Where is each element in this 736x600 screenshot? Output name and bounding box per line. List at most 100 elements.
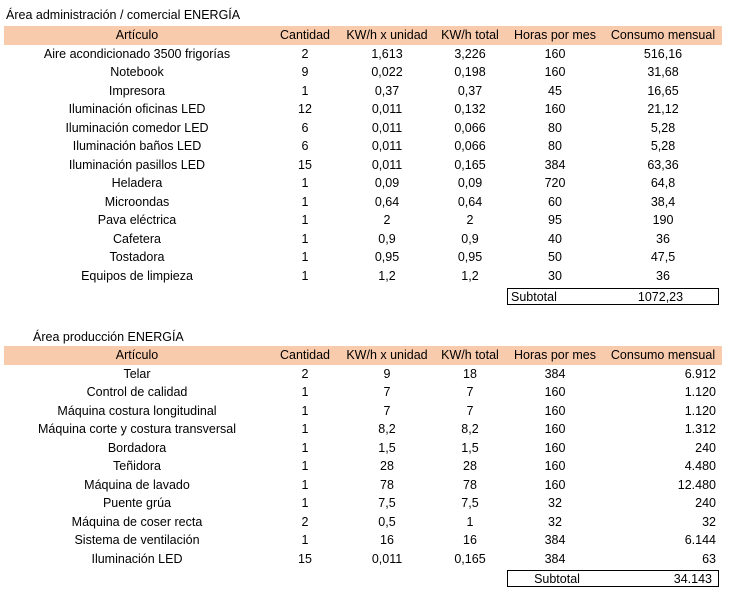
cell-horas-mes: 160	[544, 477, 566, 492]
table-row: Iluminación pasillos LED 15 0,011 0,165 384 6…	[4, 156, 722, 175]
cell-kwh-total: 0,37	[457, 83, 483, 98]
header-kwh-unidad: KW/h x unidad	[340, 346, 434, 365]
cell-kwh-total: 7,5	[461, 496, 479, 510]
cell-articulo: Iluminación comedor LED	[65, 120, 209, 135]
subtotal-admin: Subtotal 1072,23	[507, 288, 719, 305]
cell-cantidad: 2	[301, 366, 309, 381]
section-title-admin: Área administración / comercial ENERGÍA	[6, 8, 241, 22]
table-row: Iluminación baños LED 6 0,011 0,066 80 5,28	[4, 137, 722, 156]
cell-cantidad: 1	[301, 268, 309, 283]
cell-kwh-total: 0,165	[454, 551, 486, 566]
cell-consumo-mensual: 16,65	[647, 83, 679, 98]
cell-kwh-total: 0,066	[454, 139, 486, 153]
table-row: Heladera 1 0,09 0,09 720 64,8	[4, 174, 722, 193]
table-row: Tostadora 1 0,95 0,95 50 47,5	[4, 248, 722, 267]
cell-horas-mes: 45	[548, 83, 562, 98]
header-consumo-mensual: Consumo mensual	[604, 346, 722, 365]
cell-consumo-mensual: 190	[652, 213, 674, 227]
header-consumo-mensual: Consumo mensual	[604, 26, 722, 45]
cell-kwh-total: 1,2	[461, 268, 479, 283]
cell-cantidad: 1	[301, 194, 309, 209]
cell-kwh-unidad: 0,09	[374, 176, 400, 190]
cell-kwh-total: 16	[463, 533, 477, 547]
cell-horas-mes: 32	[548, 496, 562, 510]
cell-articulo: Control de calidad	[86, 385, 188, 399]
cell-articulo: Equipos de limpieza	[81, 268, 193, 283]
cell-kwh-unidad: 9	[383, 366, 391, 381]
cell-consumo-mensual: 21,12	[647, 102, 679, 116]
cell-articulo: Microondas	[104, 194, 170, 209]
cell-horas-mes: 60	[548, 194, 562, 209]
cell-kwh-unidad: 0,64	[374, 194, 400, 209]
cell-consumo-mensual: 240	[695, 440, 716, 455]
cell-horas-mes: 80	[548, 120, 562, 135]
cell-horas-mes: 720	[544, 176, 566, 190]
cell-kwh-total: 2	[466, 213, 474, 227]
cell-kwh-unidad: 78	[380, 477, 394, 492]
cell-horas-mes: 160	[544, 65, 566, 79]
cell-cantidad: 1	[301, 440, 309, 455]
cell-kwh-unidad: 7	[383, 403, 391, 418]
cell-consumo-mensual: 240	[695, 496, 716, 510]
header-cantidad: Cantidad	[270, 26, 340, 45]
header-kwh-total: KW/h total	[434, 26, 506, 45]
table-row: Iluminación comedor LED 6 0,011 0,066 80 5,28	[4, 119, 722, 138]
cell-horas-mes: 384	[544, 366, 566, 381]
cell-consumo-mensual: 32	[702, 514, 716, 529]
table-row: Iluminación LED 15 0,011 0,165 384 63	[4, 550, 722, 569]
cell-kwh-unidad: 7,5	[378, 496, 396, 510]
cell-consumo-mensual: 4.480	[684, 459, 716, 473]
cell-consumo-mensual: 516,16	[643, 46, 683, 61]
subtotal-produccion: Subtotal 34.143	[507, 570, 719, 587]
cell-cantidad: 1	[301, 403, 309, 418]
cell-consumo-mensual: 6.912	[684, 366, 716, 381]
cell-articulo: Sistema de ventilación	[74, 533, 200, 547]
cell-horas-mes: 160	[544, 422, 566, 436]
cell-cantidad: 6	[301, 120, 309, 135]
cell-articulo: Tostadora	[109, 250, 165, 264]
table-row: Cafetera 1 0,9 0,9 40 36	[4, 230, 722, 249]
cell-cantidad: 1	[301, 250, 309, 264]
subtotal-value: 1072,23	[637, 290, 684, 304]
cell-articulo: Cafetera	[113, 231, 161, 246]
cell-kwh-unidad: 0,37	[374, 83, 400, 98]
cell-consumo-mensual: 6.144	[684, 533, 716, 547]
cell-kwh-total: 0,198	[454, 65, 486, 79]
cell-kwh-unidad: 0,022	[371, 65, 403, 79]
cell-consumo-mensual: 5,28	[650, 139, 676, 153]
cell-kwh-total: 7	[466, 403, 474, 418]
cell-cantidad: 9	[301, 65, 309, 79]
table-row: Impresora 1 0,37 0,37 45 16,65	[4, 82, 722, 101]
cell-kwh-total: 0,95	[457, 250, 483, 264]
cell-kwh-total: 1,5	[461, 440, 479, 455]
cell-cantidad: 1	[301, 176, 309, 190]
cell-consumo-mensual: 12.480	[677, 477, 716, 492]
cell-horas-mes: 160	[544, 102, 566, 116]
header-kwh-total: KW/h total	[434, 346, 506, 365]
cell-kwh-total: 78	[463, 477, 477, 492]
cell-kwh-unidad: 0,9	[378, 231, 396, 246]
cell-articulo: Máquina de coser recta	[71, 514, 203, 529]
header-articulo: Artículo	[4, 346, 270, 365]
table-row: Microondas 1 0,64 0,64 60 38,4	[4, 193, 722, 212]
cell-kwh-unidad: 1,2	[378, 268, 396, 283]
cell-articulo: Iluminación LED	[91, 551, 183, 566]
cell-kwh-unidad: 0,011	[371, 102, 403, 116]
cell-articulo: Pava eléctrica	[97, 213, 177, 227]
cell-kwh-unidad: 1,5	[378, 440, 396, 455]
cell-articulo: Bordadora	[107, 440, 167, 455]
cell-kwh-unidad: 16	[380, 533, 394, 547]
cell-consumo-mensual: 1.120	[684, 403, 716, 418]
cell-cantidad: 1	[301, 231, 309, 246]
cell-articulo: Iluminación oficinas LED	[68, 102, 206, 116]
table-row: Máquina de coser recta 2 0,5 1 32 32	[4, 513, 722, 532]
subtotal-label: Subtotal	[511, 290, 557, 304]
cell-cantidad: 6	[301, 139, 309, 153]
table-row: Equipos de limpieza 1 1,2 1,2 30 36	[4, 267, 722, 286]
cell-horas-mes: 80	[548, 139, 562, 153]
cell-consumo-mensual: 1.120	[684, 385, 716, 399]
table-row: Iluminación oficinas LED 12 0,011 0,132 160 2…	[4, 100, 722, 119]
cell-consumo-mensual: 31,68	[647, 65, 679, 79]
cell-kwh-total: 0,066	[454, 120, 486, 135]
header-horas-mes: Horas por mes	[506, 346, 604, 365]
